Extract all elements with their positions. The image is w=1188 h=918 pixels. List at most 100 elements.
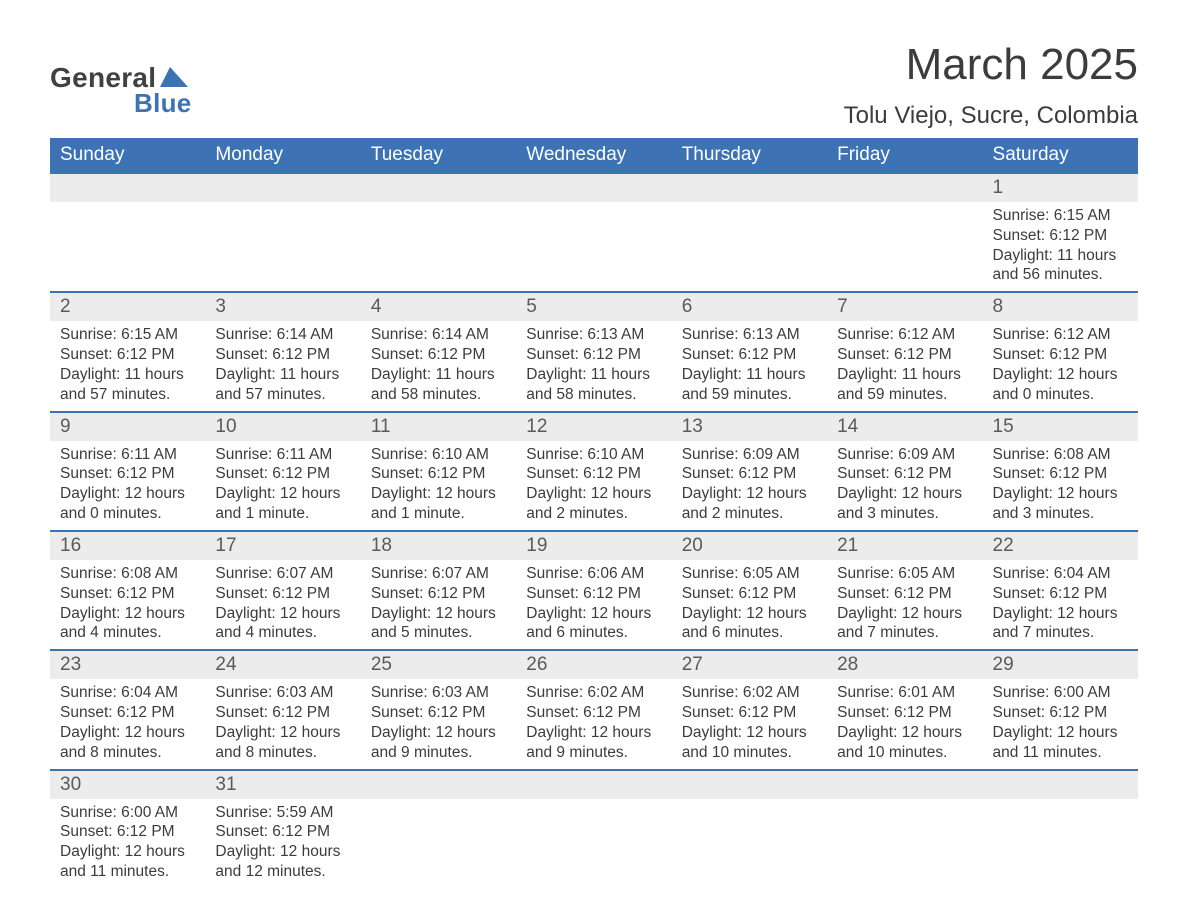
day-number: 3 [205, 293, 360, 321]
daylight-text: Daylight: 12 hours and 11 minutes. [60, 842, 195, 882]
day-number-cell: 8 [983, 292, 1138, 321]
daylight-text: Daylight: 12 hours and 5 minutes. [371, 604, 506, 644]
day-number-cell: 12 [516, 412, 671, 441]
daylight-text: Daylight: 12 hours and 11 minutes. [993, 723, 1128, 763]
daylight-text: Daylight: 12 hours and 6 minutes. [682, 604, 817, 644]
day-number: 19 [516, 532, 671, 560]
day-details-cell: Sunrise: 6:09 AMSunset: 6:12 PMDaylight:… [827, 441, 982, 531]
sunset-text: Sunset: 6:12 PM [371, 345, 506, 365]
week-daynum-row: 1 [50, 173, 1138, 202]
day-details-cell [361, 799, 516, 888]
daylight-text: Daylight: 11 hours and 59 minutes. [837, 365, 972, 405]
day-number-cell [205, 173, 360, 202]
sunset-text: Sunset: 6:12 PM [60, 464, 195, 484]
col-wednesday: Wednesday [516, 138, 671, 173]
daylight-text: Daylight: 12 hours and 2 minutes. [526, 484, 661, 524]
day-details-cell: Sunrise: 6:10 AMSunset: 6:12 PMDaylight:… [361, 441, 516, 531]
day-number: 23 [50, 651, 205, 679]
day-number-cell: 19 [516, 531, 671, 560]
week-daynum-row: 9101112131415 [50, 412, 1138, 441]
day-details-cell: Sunrise: 6:04 AMSunset: 6:12 PMDaylight:… [50, 679, 205, 769]
sunrise-text: Sunrise: 6:03 AM [215, 683, 350, 703]
daylight-text: Daylight: 11 hours and 58 minutes. [526, 365, 661, 405]
day-details-cell: Sunrise: 6:11 AMSunset: 6:12 PMDaylight:… [50, 441, 205, 531]
day-details-cell: Sunrise: 6:08 AMSunset: 6:12 PMDaylight:… [983, 441, 1138, 531]
day-details-cell: Sunrise: 6:13 AMSunset: 6:12 PMDaylight:… [516, 321, 671, 411]
daylight-text: Daylight: 12 hours and 4 minutes. [60, 604, 195, 644]
day-details-cell: Sunrise: 6:15 AMSunset: 6:12 PMDaylight:… [50, 321, 205, 411]
header-row: Sunday Monday Tuesday Wednesday Thursday… [50, 138, 1138, 173]
day-number: 26 [516, 651, 671, 679]
day-number: 15 [983, 413, 1138, 441]
day-details-cell: Sunrise: 6:03 AMSunset: 6:12 PMDaylight:… [361, 679, 516, 769]
day-number-cell: 16 [50, 531, 205, 560]
calendar-body: 1Sunrise: 6:15 AMSunset: 6:12 PMDaylight… [50, 173, 1138, 888]
sunrise-text: Sunrise: 6:15 AM [60, 325, 195, 345]
week-details-row: Sunrise: 6:00 AMSunset: 6:12 PMDaylight:… [50, 799, 1138, 888]
day-details-cell: Sunrise: 6:09 AMSunset: 6:12 PMDaylight:… [672, 441, 827, 531]
day-number-cell [50, 173, 205, 202]
sunrise-text: Sunrise: 6:02 AM [682, 683, 817, 703]
daylight-text: Daylight: 12 hours and 3 minutes. [837, 484, 972, 524]
sunrise-text: Sunrise: 6:07 AM [215, 564, 350, 584]
sunset-text: Sunset: 6:12 PM [837, 703, 972, 723]
day-number-cell [516, 770, 671, 799]
day-details-cell: Sunrise: 6:00 AMSunset: 6:12 PMDaylight:… [50, 799, 205, 888]
day-details-cell: Sunrise: 6:14 AMSunset: 6:12 PMDaylight:… [205, 321, 360, 411]
week-details-row: Sunrise: 6:15 AMSunset: 6:12 PMDaylight:… [50, 321, 1138, 411]
daylight-text: Daylight: 11 hours and 57 minutes. [215, 365, 350, 405]
sunrise-text: Sunrise: 6:00 AM [993, 683, 1128, 703]
day-number: 6 [672, 293, 827, 321]
sunset-text: Sunset: 6:12 PM [371, 703, 506, 723]
sunrise-text: Sunrise: 6:11 AM [215, 445, 350, 465]
sunset-text: Sunset: 6:12 PM [993, 464, 1128, 484]
sunrise-text: Sunrise: 6:14 AM [215, 325, 350, 345]
day-number-cell: 6 [672, 292, 827, 321]
day-number: 13 [672, 413, 827, 441]
week-daynum-row: 2345678 [50, 292, 1138, 321]
day-number-cell: 3 [205, 292, 360, 321]
week-daynum-row: 23242526272829 [50, 650, 1138, 679]
day-details-cell [205, 202, 360, 292]
day-number: 31 [205, 771, 360, 799]
week-details-row: Sunrise: 6:04 AM Sunset: 6:12 PM Daylight:… [50, 679, 1138, 769]
day-number-cell: 31 [205, 770, 360, 799]
sunrise-text: Sunrise: 6:12 AM [837, 325, 972, 345]
daylight-text: Daylight: 11 hours and 58 minutes. [371, 365, 506, 405]
day-number-cell: 4 [361, 292, 516, 321]
day-details-cell: Sunrise: 6:13 AMSunset: 6:12 PMDaylight:… [672, 321, 827, 411]
day-number: 18 [361, 532, 516, 560]
col-monday: Monday [205, 138, 360, 173]
day-details-cell: Sunrise: 6:15 AMSunset: 6:12 PMDaylight:… [983, 202, 1138, 292]
day-number: 4 [361, 293, 516, 321]
day-details-cell: Sunrise: 6:01 AMSunset: 6:12 PMDaylight:… [827, 679, 982, 769]
logo-swoosh-icon [160, 65, 188, 87]
day-number: 16 [50, 532, 205, 560]
sunset-text: Sunset: 6:12 PM [837, 345, 972, 365]
sunrise-text: Sunrise: 6:03 AM [371, 683, 506, 703]
sunrise-text: Sunrise: 6:10 AM [526, 445, 661, 465]
day-number: 8 [983, 293, 1138, 321]
day-details-cell: Sunrise: 6:10 AMSunset: 6:12 PMDaylight:… [516, 441, 671, 531]
sunset-text: Sunset: 6:12 PM [682, 584, 817, 604]
day-number: 30 [50, 771, 205, 799]
day-number: 22 [983, 532, 1138, 560]
day-number-cell: 17 [205, 531, 360, 560]
week-details-row: Sunrise: 6:11 AM Sunset: 6:12 PM Daylight:… [50, 441, 1138, 531]
day-number-cell: 21 [827, 531, 982, 560]
daylight-text: Daylight: 12 hours and 4 minutes. [215, 604, 350, 644]
sunset-text: Sunset: 6:12 PM [371, 464, 506, 484]
day-number-cell: 25 [361, 650, 516, 679]
day-number: 17 [205, 532, 360, 560]
day-number: 10 [205, 413, 360, 441]
day-details-cell: Sunrise: 6:11 AMSunset: 6:12 PMDaylight:… [205, 441, 360, 531]
day-number-cell: 26 [516, 650, 671, 679]
day-number: 12 [516, 413, 671, 441]
daylight-text: Daylight: 12 hours and 7 minutes. [993, 604, 1128, 644]
day-number-cell [827, 173, 982, 202]
sunrise-text: Sunrise: 6:14 AM [371, 325, 506, 345]
daylight-text: Daylight: 12 hours and 8 minutes. [215, 723, 350, 763]
day-number-cell [672, 173, 827, 202]
sunrise-text: Sunrise: 6:04 AM [60, 683, 195, 703]
day-number: 7 [827, 293, 982, 321]
